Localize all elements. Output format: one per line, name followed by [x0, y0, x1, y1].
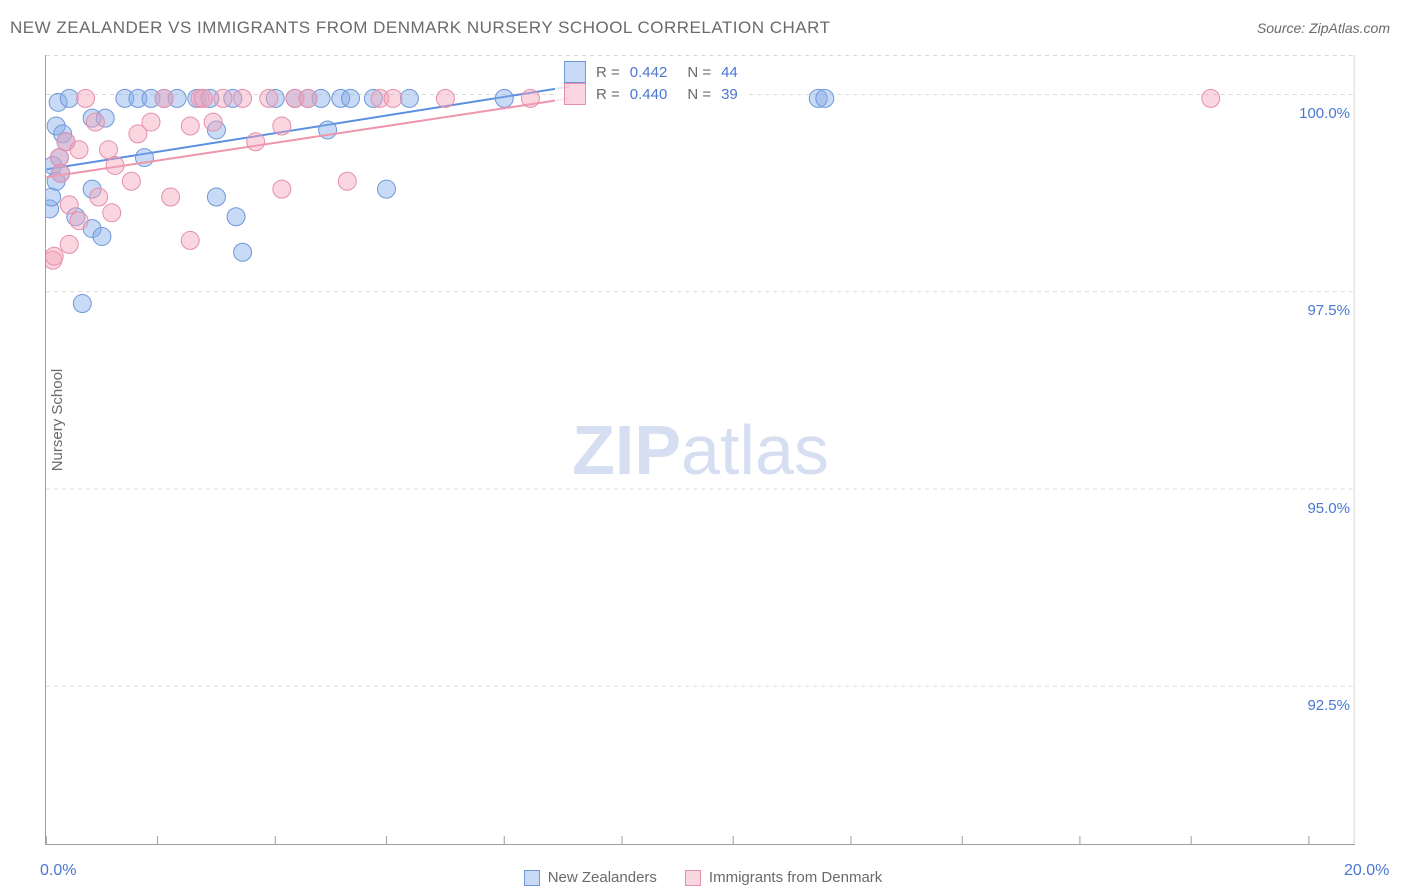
y-axis-label: 92.5% [1295, 697, 1350, 714]
legend-swatch-nz [524, 870, 540, 886]
legend-label-dk: Immigrants from Denmark [709, 869, 882, 886]
series-swatch-nz [564, 61, 586, 83]
stat-key: N = [687, 86, 711, 103]
stat-r-nz: 0.442 [630, 64, 668, 81]
plot-area: ZIPatlas [45, 55, 1355, 845]
legend-item-dk: Immigrants from Denmark [685, 869, 882, 886]
stat-r-dk: 0.440 [630, 86, 668, 103]
legend-item-nz: New Zealanders [524, 869, 657, 886]
stat-n-dk: 39 [721, 86, 738, 103]
stats-row-dk: R = 0.440 N = 39 [564, 83, 738, 105]
stat-key: R = [596, 64, 620, 81]
stat-key: N = [687, 64, 711, 81]
series-swatch-dk [564, 83, 586, 105]
chart-title: NEW ZEALANDER VS IMMIGRANTS FROM DENMARK… [10, 18, 830, 38]
stat-n-nz: 44 [721, 64, 738, 81]
source-attribution: Source: ZipAtlas.com [1257, 20, 1390, 36]
stats-legend-box: R = 0.442 N = 44 R = 0.440 N = 39 [555, 56, 747, 110]
chart-root: NEW ZEALANDER VS IMMIGRANTS FROM DENMARK… [0, 0, 1406, 892]
y-axis-label: 97.5% [1295, 302, 1350, 319]
scatter-svg [46, 55, 1355, 844]
y-axis-label: 100.0% [1295, 105, 1350, 122]
y-axis-label: 95.0% [1295, 500, 1350, 517]
stat-key: R = [596, 86, 620, 103]
stats-row-nz: R = 0.442 N = 44 [564, 61, 738, 83]
bottom-legend: New Zealanders Immigrants from Denmark [0, 869, 1406, 886]
legend-swatch-dk [685, 870, 701, 886]
legend-label-nz: New Zealanders [548, 869, 657, 886]
